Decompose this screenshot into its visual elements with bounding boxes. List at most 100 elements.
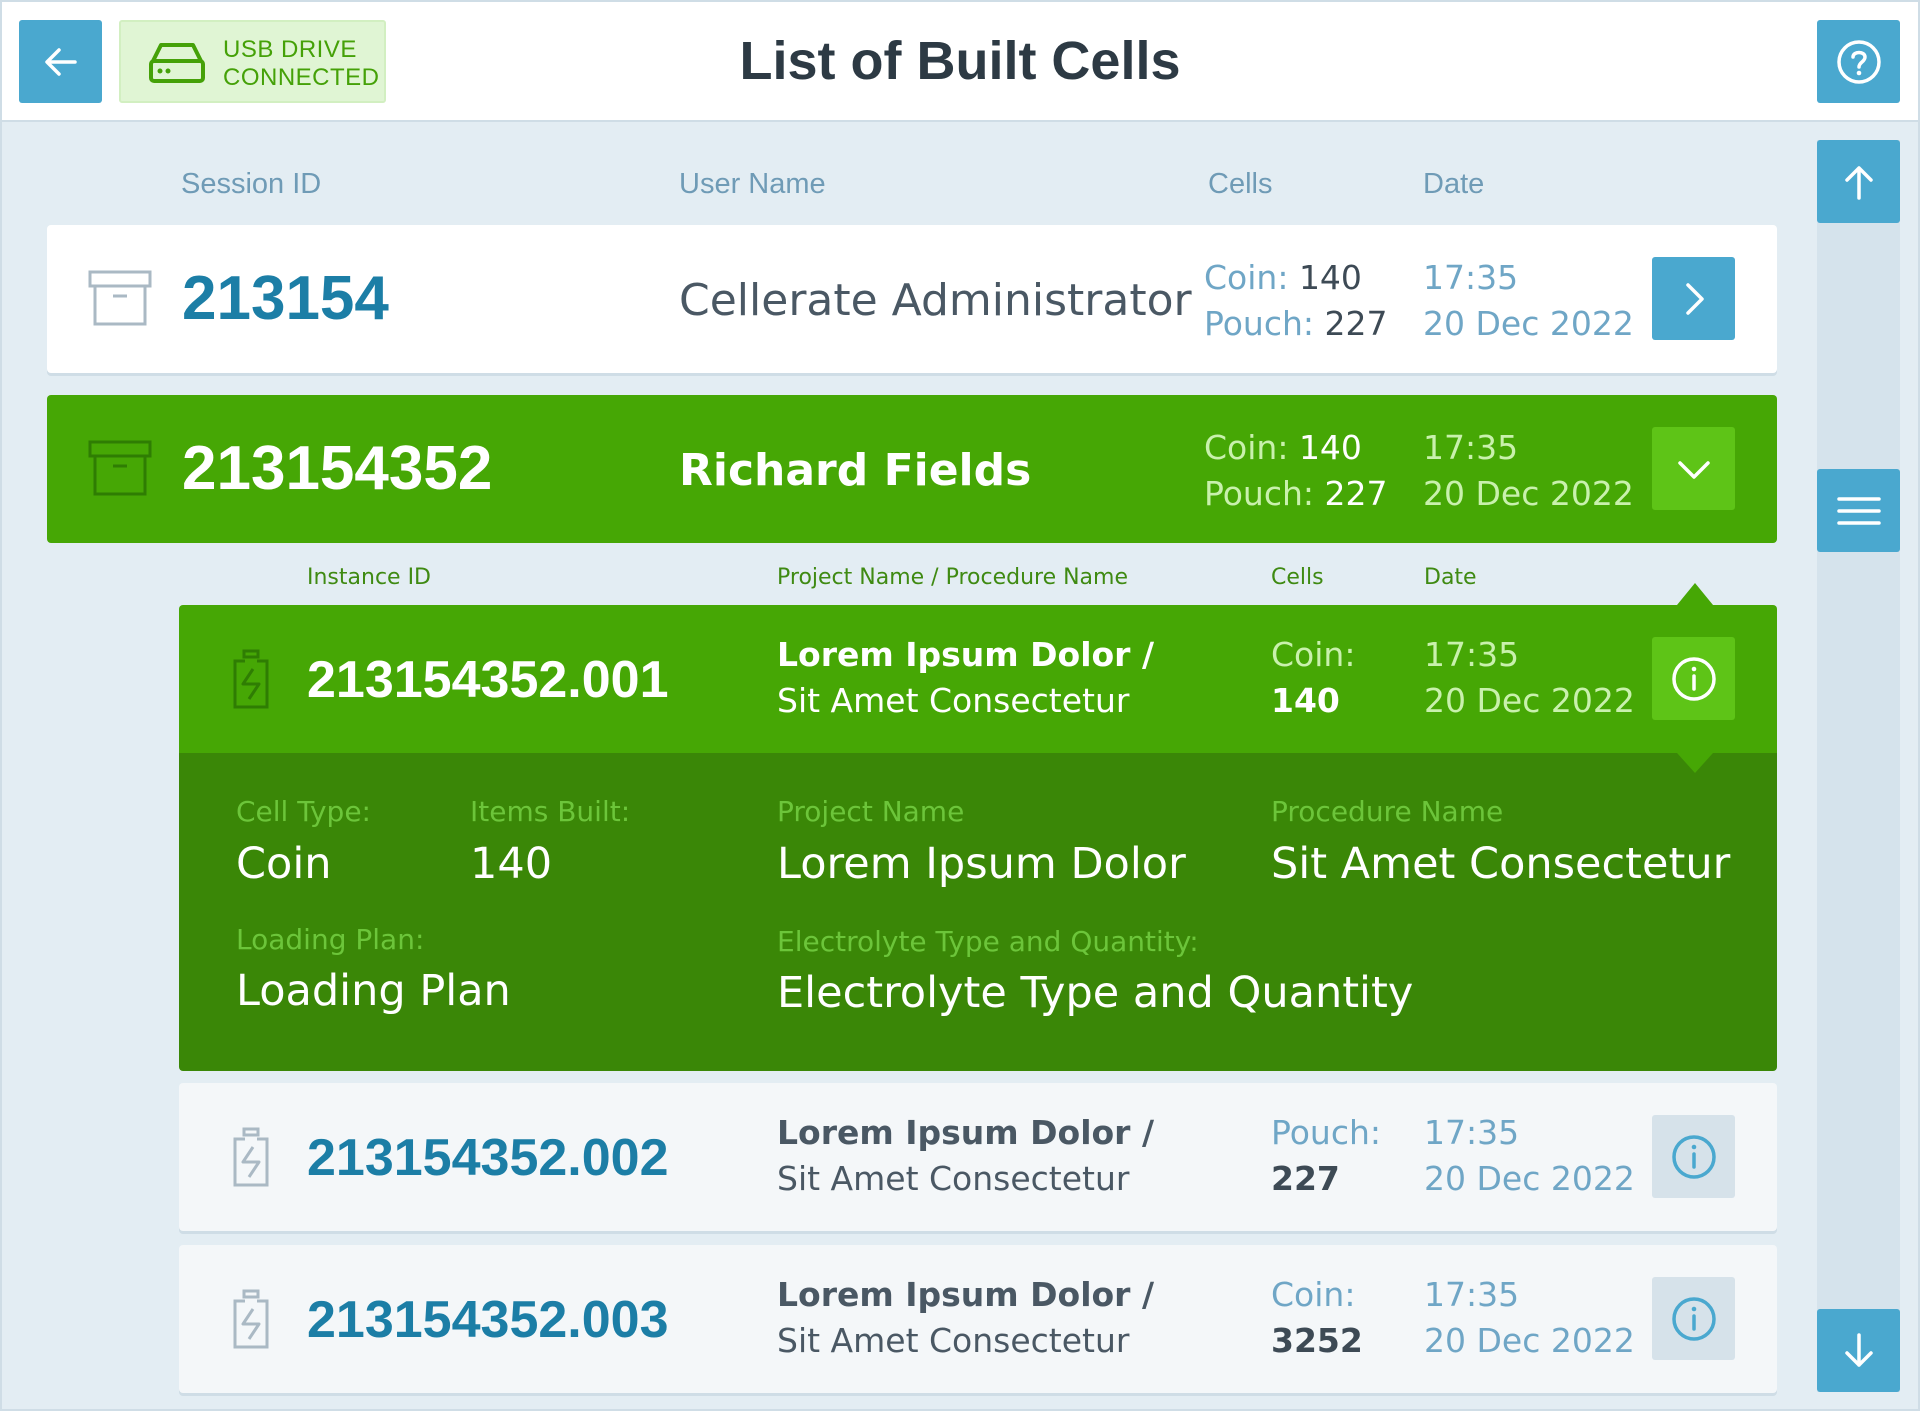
info-button[interactable] — [1652, 637, 1735, 720]
usb-status-line2: CONNECTED — [223, 64, 380, 91]
info-pointer — [1677, 753, 1713, 773]
project-name-value: Lorem Ipsum Dolor — [777, 839, 1186, 889]
scroll-down-button[interactable] — [1817, 1309, 1900, 1392]
question-circle-icon — [1836, 39, 1881, 84]
procedure-name-label: Procedure Name — [1271, 795, 1504, 828]
cell-label: Coin: — [1271, 1275, 1356, 1314]
cell-value: 3252 — [1271, 1321, 1363, 1360]
scroll-rail[interactable] — [1817, 140, 1900, 1392]
project-line2: Sit Amet Consectetur — [777, 1321, 1130, 1360]
collapse-session-button[interactable] — [1652, 427, 1735, 510]
drive-icon — [149, 43, 205, 83]
coin-value: 140 — [1298, 258, 1362, 297]
instance-cells: Coin: 3252 — [1271, 1272, 1363, 1364]
session-user-name: Richard Fields — [679, 445, 1032, 496]
instance-day: 20 Dec 2022 — [1424, 681, 1635, 720]
instance-date: 17:35 20 Dec 2022 — [1424, 1272, 1635, 1364]
arrow-left-icon — [44, 47, 77, 76]
cell-type-label: Cell Type: — [236, 795, 371, 828]
info-button[interactable] — [1652, 1277, 1735, 1360]
instance-id: 213154352.001 — [307, 651, 669, 709]
col-header-date: Date — [1423, 168, 1485, 200]
instance-cells: Pouch: 227 — [1271, 1110, 1381, 1202]
scroll-up-button[interactable] — [1817, 140, 1900, 223]
pouch-value: 227 — [1324, 474, 1388, 513]
instance-cells: Coin: 140 — [1271, 632, 1355, 724]
project-line1: Lorem Ipsum Dolor / — [777, 1113, 1155, 1152]
cell-value: 227 — [1271, 1159, 1340, 1198]
loading-plan-value: Loading Plan — [236, 966, 511, 1016]
instance-id: 213154352.002 — [307, 1129, 669, 1187]
coin-value: 140 — [1298, 428, 1362, 467]
instance-date: 17:35 20 Dec 2022 — [1424, 632, 1635, 724]
cell-label: Pouch: — [1271, 1113, 1382, 1152]
instance-time: 17:35 — [1424, 635, 1520, 674]
session-day: 20 Dec 2022 — [1423, 474, 1634, 513]
pouch-label: Pouch: — [1204, 474, 1315, 513]
col-header-session-id: Session ID — [181, 168, 322, 200]
open-session-button[interactable] — [1652, 257, 1735, 340]
session-cells: Coin: 140 Pouch: 227 — [1204, 425, 1388, 517]
electrolyte-value: Electrolyte Type and Quantity — [777, 968, 1414, 1018]
col-header-user-name: User Name — [679, 168, 826, 200]
instance-day: 20 Dec 2022 — [1424, 1321, 1635, 1360]
electrolyte-label: Electrolyte Type and Quantity: — [777, 925, 1199, 958]
session-row-expanded[interactable]: 213154352 Richard Fields Coin: 140 Pouch… — [47, 395, 1777, 543]
cell-label: Coin: — [1271, 635, 1356, 674]
sub-header-instance-id: Instance ID — [307, 565, 431, 590]
help-button[interactable] — [1817, 20, 1900, 103]
arrow-down-icon — [1844, 1332, 1873, 1367]
instance-row[interactable]: 213154352.003 Lorem Ipsum Dolor / Sit Am… — [179, 1245, 1777, 1393]
instance-project: Lorem Ipsum Dolor / Sit Amet Consectetur — [777, 1272, 1154, 1364]
coin-label: Coin: — [1204, 428, 1289, 467]
chevron-down-icon — [1677, 460, 1710, 479]
instance-time: 17:35 — [1424, 1113, 1520, 1152]
usb-status-badge: USB DRIVE CONNECTED — [119, 20, 386, 103]
instance-time: 17:35 — [1424, 1275, 1520, 1314]
col-header-cells: Cells — [1208, 168, 1273, 200]
sub-header-project: Project Name / Procedure Name — [777, 565, 1129, 590]
session-date: 17:35 20 Dec 2022 — [1423, 425, 1634, 517]
session-day: 20 Dec 2022 — [1423, 304, 1634, 343]
cell-value: 140 — [1271, 681, 1340, 720]
sub-header-cells: Cells — [1271, 565, 1324, 590]
info-icon — [1671, 1134, 1716, 1179]
session-date: 17:35 20 Dec 2022 — [1423, 255, 1634, 347]
instance-project: Lorem Ipsum Dolor / Sit Amet Consectetur — [777, 1110, 1154, 1202]
sub-header-date: Date — [1424, 565, 1477, 590]
page-title: List of Built Cells — [739, 31, 1181, 91]
project-line1: Lorem Ipsum Dolor / — [777, 635, 1155, 674]
info-button[interactable] — [1652, 1115, 1735, 1198]
session-user-name: Cellerate Administrator — [679, 275, 1192, 326]
archive-box-icon — [88, 270, 152, 326]
pouch-value: 227 — [1324, 304, 1388, 343]
instance-row[interactable]: 213154352.002 Lorem Ipsum Dolor / Sit Am… — [179, 1083, 1777, 1231]
session-row[interactable]: 213154 Cellerate Administrator Coin: 140… — [47, 225, 1777, 373]
pouch-label: Pouch: — [1204, 304, 1315, 343]
usb-status-line1: USB DRIVE — [223, 36, 357, 63]
info-icon — [1671, 1296, 1716, 1341]
chevron-right-icon — [1685, 282, 1704, 315]
session-id: 213154 — [182, 264, 389, 333]
back-button[interactable] — [19, 20, 102, 103]
battery-charging-icon — [233, 649, 269, 709]
project-line1: Lorem Ipsum Dolor / — [777, 1275, 1155, 1314]
loading-plan-label: Loading Plan: — [236, 923, 425, 956]
session-id: 213154352 — [182, 434, 493, 503]
project-line2: Sit Amet Consectetur — [777, 1159, 1130, 1198]
scroll-handle-button[interactable] — [1817, 469, 1900, 552]
instance-detail-panel: Cell Type: Coin Items Built: 140 Project… — [179, 753, 1777, 1071]
instance-project: Lorem Ipsum Dolor / Sit Amet Consectetur — [777, 632, 1154, 724]
session-time: 17:35 — [1423, 258, 1519, 297]
project-name-label: Project Name — [777, 795, 965, 828]
arrow-up-icon — [1844, 165, 1873, 200]
instance-date: 17:35 20 Dec 2022 — [1424, 1110, 1635, 1202]
instance-day: 20 Dec 2022 — [1424, 1159, 1635, 1198]
session-cells: Coin: 140 Pouch: 227 — [1204, 255, 1388, 347]
battery-charging-icon — [233, 1127, 269, 1187]
active-pointer — [1677, 583, 1713, 605]
info-icon — [1671, 656, 1716, 701]
archive-box-icon — [88, 440, 152, 496]
battery-charging-icon — [233, 1289, 269, 1349]
instance-row-active[interactable]: 213154352.001 Lorem Ipsum Dolor / Sit Am… — [179, 605, 1777, 753]
